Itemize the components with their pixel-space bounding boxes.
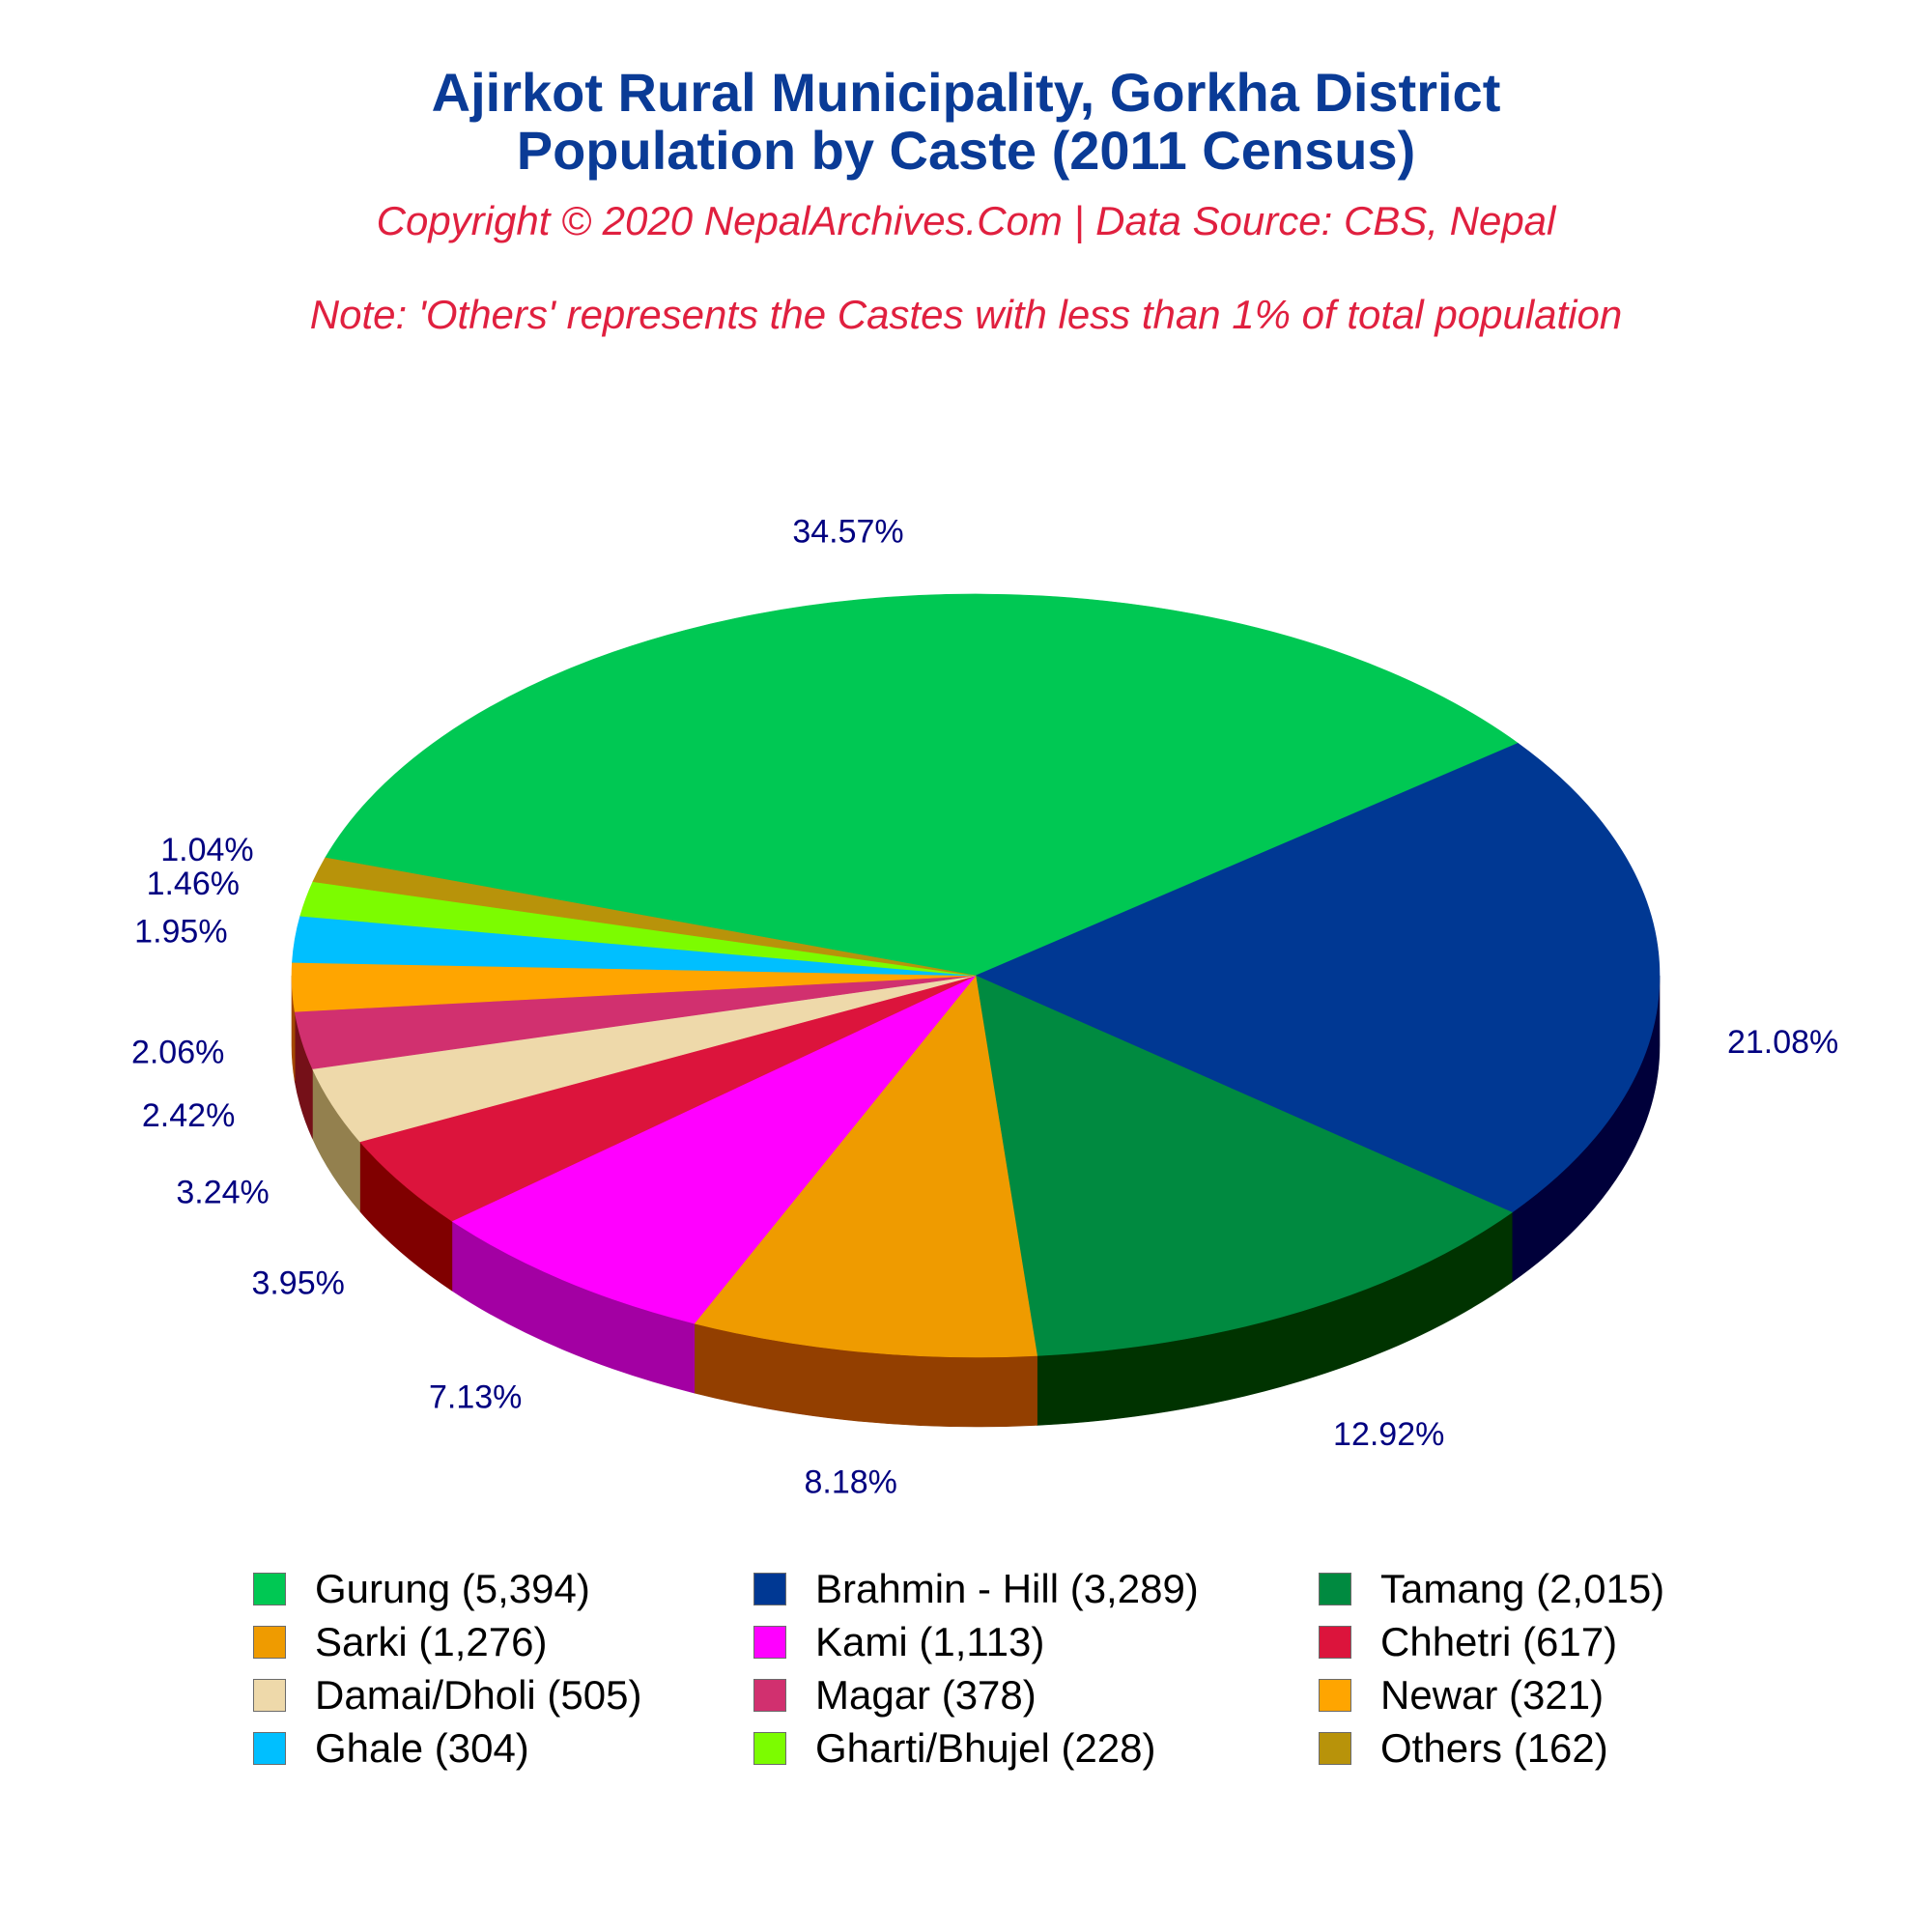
legend-item-brahmin-hill: Brahmin - Hill (3,289) <box>753 1565 1199 1613</box>
legend-label: Sarki (1,276) <box>315 1619 548 1664</box>
legend-label: Gurung (5,394) <box>315 1566 590 1611</box>
legend-swatch <box>1319 1626 1351 1659</box>
data-label-gurung: 34.57% <box>792 514 903 551</box>
data-label-chhetri: 3.95% <box>251 1264 344 1301</box>
legend-label: Brahmin - Hill (3,289) <box>815 1566 1199 1611</box>
chart-note: Note: 'Others' represents the Castes wit… <box>309 292 1623 337</box>
legend-item-gharti-bhujel: Gharti/Bhujel (228) <box>753 1724 1156 1773</box>
pie-labels: 34.57% 21.08% 12.92% 8.18% 7.13% 3.95% 3.24% 2.… <box>131 514 1838 1501</box>
data-label-magar: 2.42% <box>142 1097 235 1134</box>
legend-item-kami: Kami (1,113) <box>753 1618 1044 1666</box>
legend-swatch <box>753 1626 786 1659</box>
legend-item-damai-dholi: Damai/Dholi (505) <box>253 1671 641 1719</box>
pie-slice-gurung[interactable] <box>325 593 1520 977</box>
legend-label: Tamang (2,015) <box>1380 1566 1665 1611</box>
legend-swatch <box>253 1732 286 1765</box>
pie-slice-sarki[interactable] <box>694 975 1037 1358</box>
legend-swatch <box>1319 1573 1351 1605</box>
data-label-damai-dholi: 3.24% <box>176 1175 269 1211</box>
pie-top <box>291 593 1661 1358</box>
legend-item-gurung: Gurung (5,394) <box>253 1565 590 1613</box>
legend-label: Kami (1,113) <box>815 1619 1045 1664</box>
pie-slice-tamang[interactable] <box>975 975 1513 1356</box>
data-label-tamang: 12.92% <box>1333 1416 1444 1453</box>
data-label-sarki: 8.18% <box>804 1463 896 1500</box>
legend-item-tamang: Tamang (2,015) <box>1319 1565 1664 1613</box>
legend-label: Magar (378) <box>815 1672 1037 1718</box>
legend-label: Chhetri (617) <box>1380 1619 1618 1664</box>
data-label-kami: 7.13% <box>429 1379 522 1416</box>
chart-title-line1: Ajirkot Rural Municipality, Gorkha Distr… <box>431 62 1501 123</box>
chart-subtitle: Copyright © 2020 NepalArchives.Com | Dat… <box>376 198 1556 243</box>
legend-swatch <box>1319 1732 1351 1765</box>
legend-item-magar: Magar (378) <box>753 1671 1037 1719</box>
legend-label: Gharti/Bhujel (228) <box>815 1725 1156 1771</box>
data-label-ghale: 1.95% <box>134 913 227 950</box>
data-label-gharti-bhujel: 1.46% <box>147 866 240 902</box>
legend-label: Others (162) <box>1380 1725 1608 1771</box>
legend-item-sarki: Sarki (1,276) <box>253 1618 547 1666</box>
legend-label: Ghale (304) <box>315 1725 529 1771</box>
pie-slice-brahmin-hill[interactable] <box>975 742 1661 1213</box>
legend-swatch <box>253 1573 286 1605</box>
legend-swatch <box>253 1626 286 1659</box>
legend-swatch <box>753 1679 786 1712</box>
legend-label: Newar (321) <box>1380 1672 1605 1718</box>
legend-swatch <box>1319 1679 1351 1712</box>
legend-item-others: Others (162) <box>1319 1724 1608 1773</box>
legend-item-newar: Newar (321) <box>1319 1671 1604 1719</box>
legend-item-ghale: Ghale (304) <box>253 1724 529 1773</box>
chart-title-line2: Population by Caste (2011 Census) <box>516 120 1416 181</box>
legend-label: Damai/Dholi (505) <box>315 1672 642 1718</box>
data-label-others: 1.04% <box>160 832 253 868</box>
data-label-brahmin-hill: 21.08% <box>1727 1024 1838 1061</box>
legend-swatch <box>253 1679 286 1712</box>
data-label-newar: 2.06% <box>131 1035 224 1071</box>
pie-slice-kami[interactable] <box>451 975 977 1324</box>
legend-swatch <box>753 1573 786 1605</box>
legend-swatch <box>753 1732 786 1765</box>
pie-slice-others[interactable] <box>312 857 977 977</box>
legend-item-chhetri: Chhetri (617) <box>1319 1618 1617 1666</box>
